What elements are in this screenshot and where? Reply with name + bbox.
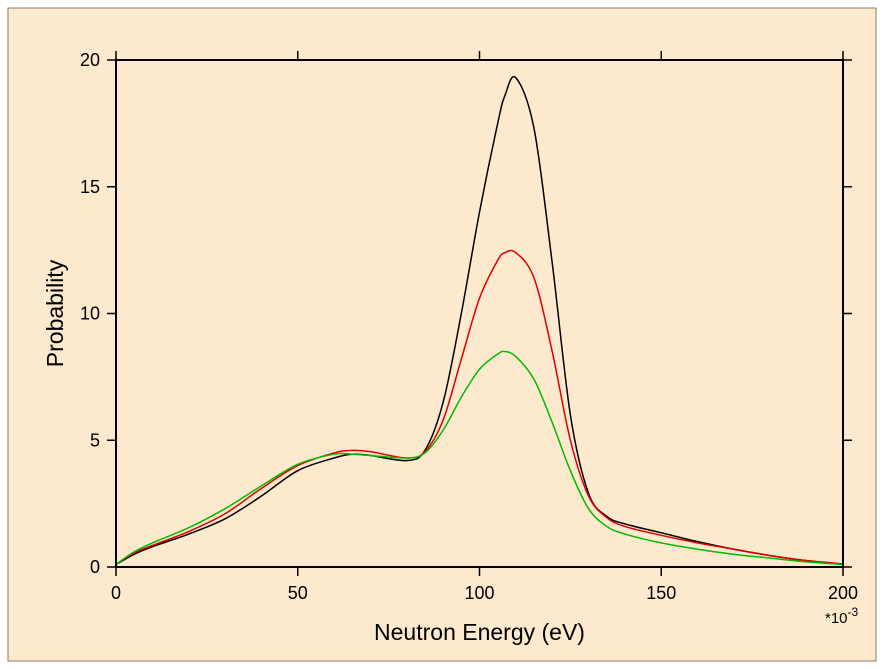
x-axis-multiplier-base: *10 (825, 610, 848, 627)
series-line-3 (115, 350, 844, 566)
x-tick-label: 200 (828, 583, 858, 603)
x-axis-title: Neutron Energy (eV) (374, 619, 585, 645)
series-line-1 (115, 75, 844, 566)
y-axis-title: Probability (42, 259, 68, 367)
ticks-layer: 0 50 100 150 200 0 5 10 15 20 (80, 50, 858, 603)
x-axis-multiplier: *10-3 (825, 605, 859, 627)
series-layer (115, 75, 844, 566)
plot-area (116, 60, 843, 567)
y-tick-label: 5 (90, 430, 100, 450)
x-tick-label: 0 (111, 583, 121, 603)
x-tick-label: 100 (464, 583, 494, 603)
x-axis-multiplier-exponent: -3 (848, 605, 859, 619)
y-tick-label: 20 (80, 50, 100, 70)
x-tick-label: 50 (288, 583, 308, 603)
y-tick-label: 15 (80, 177, 100, 197)
series-line-2 (115, 249, 844, 566)
y-tick-label: 10 (80, 304, 100, 324)
x-tick-label: 150 (646, 583, 676, 603)
y-tick-label: 0 (90, 557, 100, 577)
